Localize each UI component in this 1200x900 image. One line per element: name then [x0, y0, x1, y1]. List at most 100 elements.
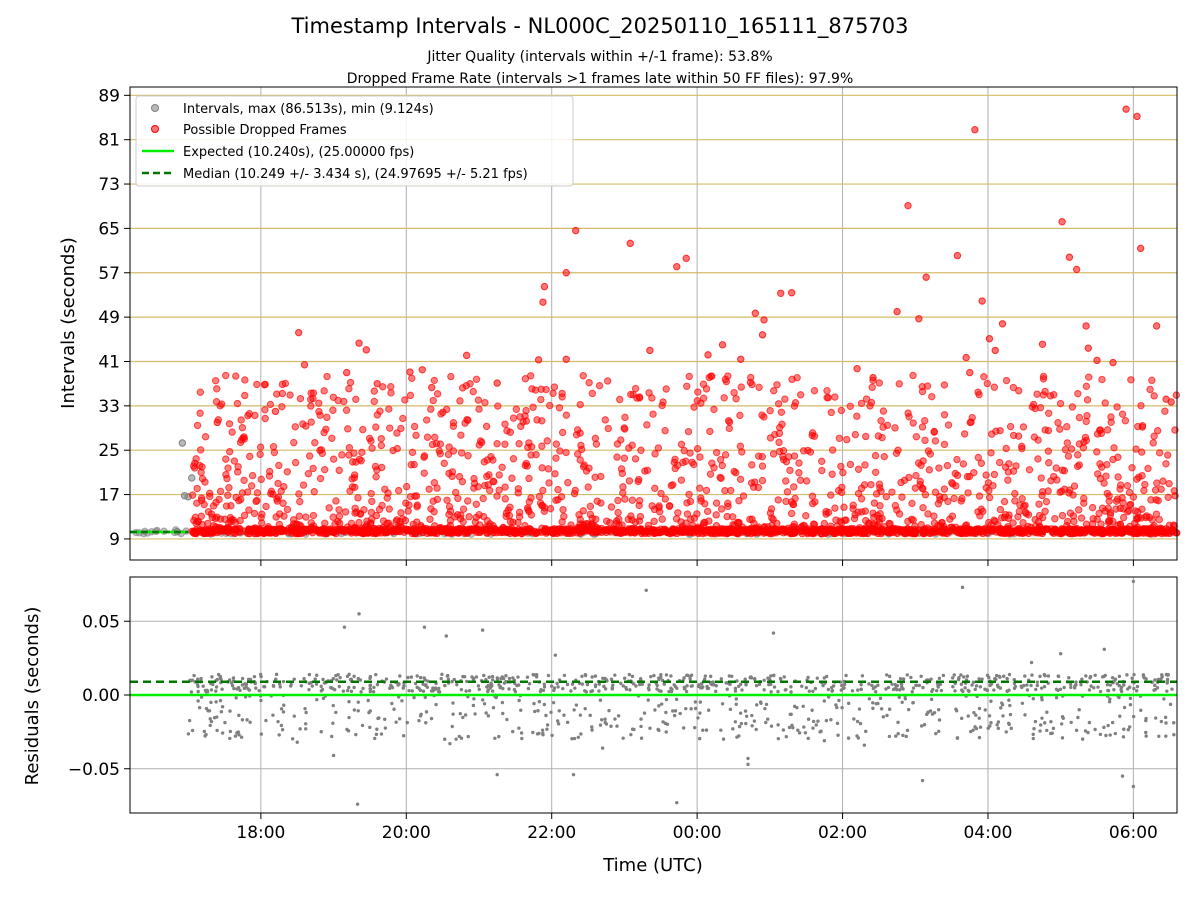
residual-point — [593, 674, 598, 678]
residual-point — [701, 728, 705, 732]
residual-point — [546, 673, 551, 678]
residual-point — [549, 684, 554, 688]
dropped-frame-point — [335, 512, 344, 520]
dropped-frame-point — [1137, 401, 1145, 410]
residual-point — [762, 678, 766, 682]
dropped-frame-point — [796, 391, 805, 399]
dropped-frame-point — [430, 376, 438, 385]
dropped-frame-point — [592, 440, 601, 448]
dropped-frame-point — [489, 477, 497, 485]
residual-point — [319, 689, 324, 693]
residual-point — [597, 689, 601, 693]
dropped-frame-point — [662, 385, 670, 393]
residual-point — [223, 720, 227, 725]
residual-point — [607, 708, 611, 713]
dropped-frame-point — [291, 458, 300, 467]
dropped-frame-point — [1096, 460, 1104, 468]
dropped-frame-point — [205, 489, 214, 498]
dropped-frame-point — [527, 526, 535, 534]
dropped-frame-point — [479, 494, 487, 503]
residual-point — [953, 689, 957, 693]
residual-point — [1127, 725, 1132, 729]
dropped-frame-point — [232, 372, 240, 380]
dropped-frame-point — [435, 447, 443, 455]
dropped-frame-point — [575, 511, 583, 519]
dropped-frame-point — [879, 423, 887, 431]
residual-point — [911, 700, 915, 705]
residual-point — [590, 728, 594, 732]
residual-point — [951, 685, 955, 689]
residual-point — [209, 700, 213, 705]
residual-point — [1106, 689, 1111, 693]
dropped-frame-point — [576, 456, 584, 464]
residual-point — [1040, 716, 1044, 720]
residual-point — [555, 681, 559, 686]
dropped-frame-outlier-point — [853, 364, 861, 373]
residual-point — [450, 679, 454, 684]
residual-point — [418, 714, 423, 718]
dropped-frame-point — [712, 511, 720, 519]
dropped-frame-point — [585, 379, 593, 387]
residual-point — [669, 686, 673, 691]
residual-point — [776, 723, 780, 727]
dropped-frame-point — [880, 452, 889, 461]
residual-point — [206, 709, 210, 713]
dropped-frame-point — [269, 490, 277, 498]
dropped-frame-point — [299, 420, 307, 428]
dropped-frame-point — [952, 482, 960, 490]
residual-point — [204, 732, 208, 737]
dropped-frame-point — [1075, 526, 1084, 534]
residual-point — [855, 719, 860, 724]
residual-point — [657, 704, 661, 708]
dropped-frame-point — [444, 450, 453, 459]
residual-point — [647, 683, 651, 687]
residual-point — [743, 709, 748, 713]
dropped-frame-point — [212, 498, 220, 507]
residual-point — [1087, 720, 1092, 725]
dropped-frame-point — [261, 380, 269, 389]
residual-point — [627, 672, 632, 677]
dropped-frame-point — [274, 479, 282, 488]
x-tick-label: 18:00 — [236, 823, 285, 843]
residual-point — [418, 688, 423, 693]
dropped-frame-point — [483, 472, 491, 481]
dropped-frame-point — [775, 438, 783, 447]
dropped-frame-point — [983, 379, 992, 388]
residual-point — [867, 697, 872, 701]
dropped-frame-point — [201, 433, 210, 441]
dropped-frame-point — [342, 406, 351, 414]
residual-point — [764, 720, 768, 725]
residual-point — [639, 724, 643, 729]
dropped-frame-point — [1110, 444, 1118, 452]
dropped-frame-point — [877, 417, 885, 425]
residual-point — [801, 704, 805, 708]
residual-point — [517, 698, 521, 703]
dropped-frame-point — [525, 507, 533, 516]
x-tick-label: 22:00 — [527, 823, 576, 843]
residual-point — [1073, 684, 1077, 688]
dropped-frame-point — [196, 409, 204, 417]
residual-point — [550, 733, 554, 738]
dropped-frame-point — [1133, 525, 1141, 534]
dropped-frame-point — [586, 510, 595, 519]
residual-point — [538, 689, 543, 694]
dropped-frame-point — [1141, 480, 1149, 489]
dropped-frame-point — [459, 505, 468, 513]
residual-point — [1056, 674, 1061, 679]
residual-point — [214, 685, 219, 689]
dropped-frame-point — [695, 484, 704, 492]
residual-point — [905, 673, 909, 677]
dropped-frame-outlier-point — [355, 339, 363, 347]
residual-point — [826, 687, 831, 692]
dropped-frame-point — [1092, 526, 1100, 534]
residual-point — [424, 721, 428, 725]
dropped-frame-point — [368, 444, 376, 452]
dropped-frame-point — [781, 395, 789, 403]
dropped-frame-point — [876, 502, 884, 510]
residual-point — [501, 711, 505, 716]
dropped-frame-point — [831, 393, 839, 401]
dropped-frame-point — [840, 503, 848, 511]
dropped-frame-point — [345, 451, 353, 459]
residual-point — [884, 687, 888, 691]
dropped-frame-outlier-point — [971, 125, 979, 134]
